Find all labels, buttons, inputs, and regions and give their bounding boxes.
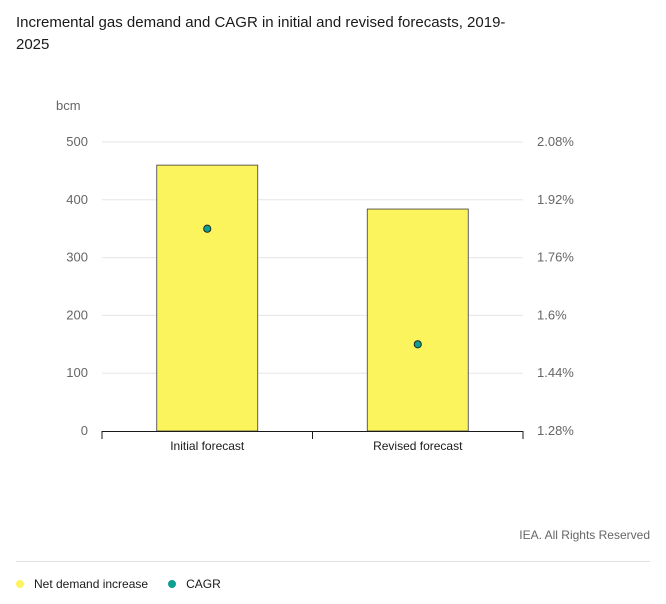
x-axis-category-label: Revised forecast [373,439,463,453]
y2-axis-tick-label: 1.44% [537,365,574,380]
x-axis-category-label: Initial forecast [170,439,245,453]
legend-divider [16,561,650,562]
y2-axis-tick-label: 1.76% [537,250,574,265]
y2-axis-tick-label: 1.92% [537,192,574,207]
bar-net-demand-increase[interactable] [156,164,259,432]
y-axis-unit-label: bcm [56,98,81,113]
legend-item-net-demand[interactable]: Net demand increase [16,577,148,591]
point-cagr[interactable] [203,224,212,233]
bar-net-demand-increase[interactable] [366,208,469,432]
y2-axis-tick-label: 1.28% [537,423,574,438]
chart-plot: bcm 0 100 200 300 400 500 1.28% 1.44% 1.6% 1.76% 1… [56,98,574,453]
y-axis-tick-label: 100 [66,365,88,380]
legend-label-net-demand: Net demand increase [34,577,149,591]
legend-swatch-cagr [168,580,177,588]
y2-axis-tick-label: 2.08% [537,134,574,149]
credit-text: IEA. All Rights Reserved [519,528,650,542]
legend-item-cagr[interactable]: CAGR [168,577,221,591]
point-cagr[interactable] [413,340,422,349]
legend: Net demand increase CAGR [16,577,221,591]
y-axis-tick-label: 400 [66,192,88,207]
chart-title: Incremental gas demand and CAGR in initi… [16,14,506,53]
y2-axis-tick-label: 1.6% [537,307,567,322]
legend-swatch-net-demand [16,580,24,588]
y-axis-tick-label: 300 [66,250,88,265]
y-axis-tick-label: 0 [81,423,88,438]
legend-label-cagr: CAGR [186,577,221,591]
y-axis-tick-label: 500 [66,134,88,149]
y-axis-tick-label: 200 [66,307,88,322]
